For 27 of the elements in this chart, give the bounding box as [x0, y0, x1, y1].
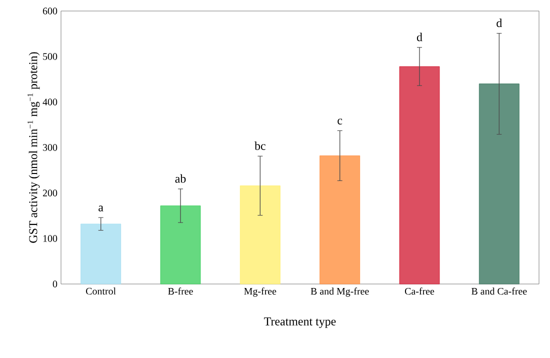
annotation: d [496, 18, 502, 28]
y-tick-label: 300 [43, 144, 58, 151]
y-tick-label: 400 [42, 98, 58, 106]
bar [160, 206, 201, 284]
y-axis-title: GST activity (nmol min$^{−1}$ mg$^{−1}$ protein) [28, 52, 40, 243]
y-tick-label: 0 [52, 280, 58, 288]
bar [320, 155, 360, 284]
y-tick-label: 500 [43, 53, 58, 60]
x-axis-title: Treatment type [264, 318, 336, 328]
bar [80, 224, 122, 284]
x-tick-label: B and Mg-free [310, 288, 369, 297]
x-tick-label: B-free [168, 288, 193, 295]
x-tick-label: Mg-free [244, 288, 276, 297]
annotation: ab [175, 174, 186, 183]
annotation: a [98, 206, 104, 212]
y-tick-label: 200 [42, 190, 58, 196]
y-tick-label: 100 [43, 235, 58, 242]
bar [240, 186, 280, 284]
bar [478, 84, 520, 284]
x-tick-label: Control [86, 288, 116, 295]
x-tick-label: B and Ca-free [472, 288, 527, 295]
annotation: c [338, 118, 342, 124]
annotation: bc [254, 142, 266, 150]
bar [399, 66, 440, 284]
y-tick-label: 600 [42, 8, 58, 14]
x-tick-label: Ca-free [404, 288, 434, 295]
annotation: d [416, 32, 422, 42]
